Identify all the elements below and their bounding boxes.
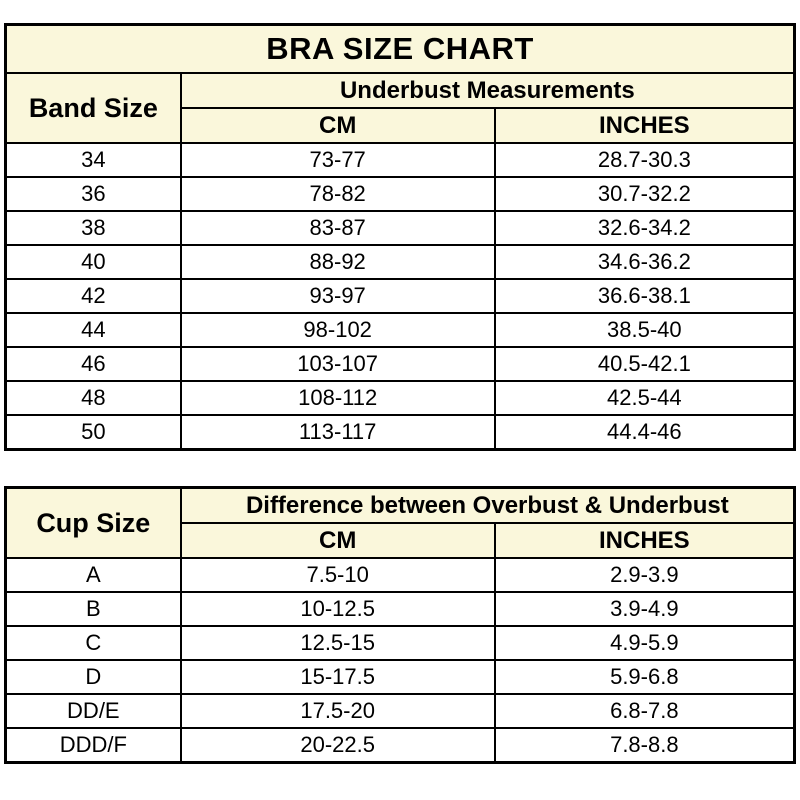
table-cell: 40.5-42.1 — [493, 346, 796, 382]
table-cell: 44.4-46 — [493, 414, 796, 451]
table-cell: 98-102 — [179, 312, 496, 348]
table-cell: B — [4, 591, 182, 627]
table-cell: 3.9-4.9 — [493, 591, 796, 627]
table-row: 46 103-107 40.5-42.1 — [4, 346, 796, 382]
table-row: 50 113-117 44.4-46 — [4, 414, 796, 451]
group-header-row: Band Size Underbust Measurements — [4, 72, 796, 144]
table-cell: 46 — [4, 346, 182, 382]
table-cell: DDD/F — [4, 727, 182, 764]
cup-size-header: Cup Size — [4, 486, 182, 559]
table-cell: 78-82 — [179, 176, 496, 212]
table-cell: 42.5-44 — [493, 380, 796, 416]
table-cell: C — [4, 625, 182, 661]
table-cell: 108-112 — [179, 380, 496, 416]
unit-header-row: CM INCHES — [6, 522, 796, 559]
table-cell: 34.6-36.2 — [493, 244, 796, 280]
cup-size-table: Cup Size Difference between Overbust & U… — [4, 486, 796, 764]
table-cell: 2.9-3.9 — [493, 557, 796, 593]
difference-overbust-underbust-header: Difference between Overbust & Underbust — [179, 486, 796, 524]
table-cell: 20-22.5 — [179, 727, 496, 764]
table-cell: 73-77 — [179, 142, 496, 178]
table-cell: 48 — [4, 380, 182, 416]
table-row: 34 73-77 28.7-30.3 — [4, 142, 796, 178]
table-cell: 6.8-7.8 — [493, 693, 796, 729]
title-row: BRA SIZE CHART — [4, 23, 796, 74]
cm-column-header: CM — [179, 107, 496, 144]
table-cell: 50 — [4, 414, 182, 451]
table-cell: 28.7-30.3 — [493, 142, 796, 178]
table-row: 42 93-97 36.6-38.1 — [4, 278, 796, 314]
inches-column-header: INCHES — [493, 522, 796, 559]
table-cell: 36.6-38.1 — [493, 278, 796, 314]
table-cell: A — [4, 557, 182, 593]
underbust-measurements-header: Underbust Measurements — [179, 72, 796, 109]
table-cell: 30.7-32.2 — [493, 176, 796, 212]
table-cell: 32.6-34.2 — [493, 210, 796, 246]
band-size-table-body: 34 73-77 28.7-30.3 36 78-82 30.7-32.2 38 83-87 3… — [4, 142, 796, 451]
table-cell: 17.5-20 — [179, 693, 496, 729]
table-cell: 83-87 — [179, 210, 496, 246]
table-cell: DD/E — [4, 693, 182, 729]
table-row: DDD/F 20-22.5 7.8-8.8 — [4, 727, 796, 764]
table-row: 40 88-92 34.6-36.2 — [4, 244, 796, 280]
table-row: B 10-12.5 3.9-4.9 — [4, 591, 796, 627]
cm-column-header: CM — [179, 522, 496, 559]
table-row: C 12.5-15 4.9-5.9 — [4, 625, 796, 661]
table-cell: 103-107 — [179, 346, 496, 382]
table-row: DD/E 17.5-20 6.8-7.8 — [4, 693, 796, 729]
table-cell: 34 — [4, 142, 182, 178]
table-cell: 7.8-8.8 — [493, 727, 796, 764]
table-row: D 15-17.5 5.9-6.8 — [4, 659, 796, 695]
band-size-table: BRA SIZE CHART Band Size Underbust Measu… — [4, 23, 796, 451]
table-row: 48 108-112 42.5-44 — [4, 380, 796, 416]
table-cell: 38 — [4, 210, 182, 246]
table-cell: 15-17.5 — [179, 659, 496, 695]
table-cell: D — [4, 659, 182, 695]
table-cell: 42 — [4, 278, 182, 314]
chart-title: BRA SIZE CHART — [4, 23, 796, 74]
table-row: 38 83-87 32.6-34.2 — [4, 210, 796, 246]
table-cell: 10-12.5 — [179, 591, 496, 627]
table-cell: 4.9-5.9 — [493, 625, 796, 661]
band-size-header: Band Size — [4, 72, 182, 144]
table-cell: 7.5-10 — [179, 557, 496, 593]
table-cell: 88-92 — [179, 244, 496, 280]
table-cell: 40 — [4, 244, 182, 280]
table-row: 44 98-102 38.5-40 — [4, 312, 796, 348]
table-cell: 113-117 — [179, 414, 496, 451]
table-cell: 36 — [4, 176, 182, 212]
table-row: A 7.5-10 2.9-3.9 — [4, 557, 796, 593]
table-cell: 93-97 — [179, 278, 496, 314]
table-cell: 5.9-6.8 — [493, 659, 796, 695]
unit-header-row: CM INCHES — [6, 107, 796, 144]
cup-size-table-body: A 7.5-10 2.9-3.9 B 10-12.5 3.9-4.9 C 12.5-15 4.9… — [4, 557, 796, 764]
table-cell: 12.5-15 — [179, 625, 496, 661]
group-header-row: Cup Size Difference between Overbust & U… — [4, 486, 796, 559]
table-row: 36 78-82 30.7-32.2 — [4, 176, 796, 212]
inches-column-header: INCHES — [493, 107, 796, 144]
table-cell: 44 — [4, 312, 182, 348]
table-cell: 38.5-40 — [493, 312, 796, 348]
